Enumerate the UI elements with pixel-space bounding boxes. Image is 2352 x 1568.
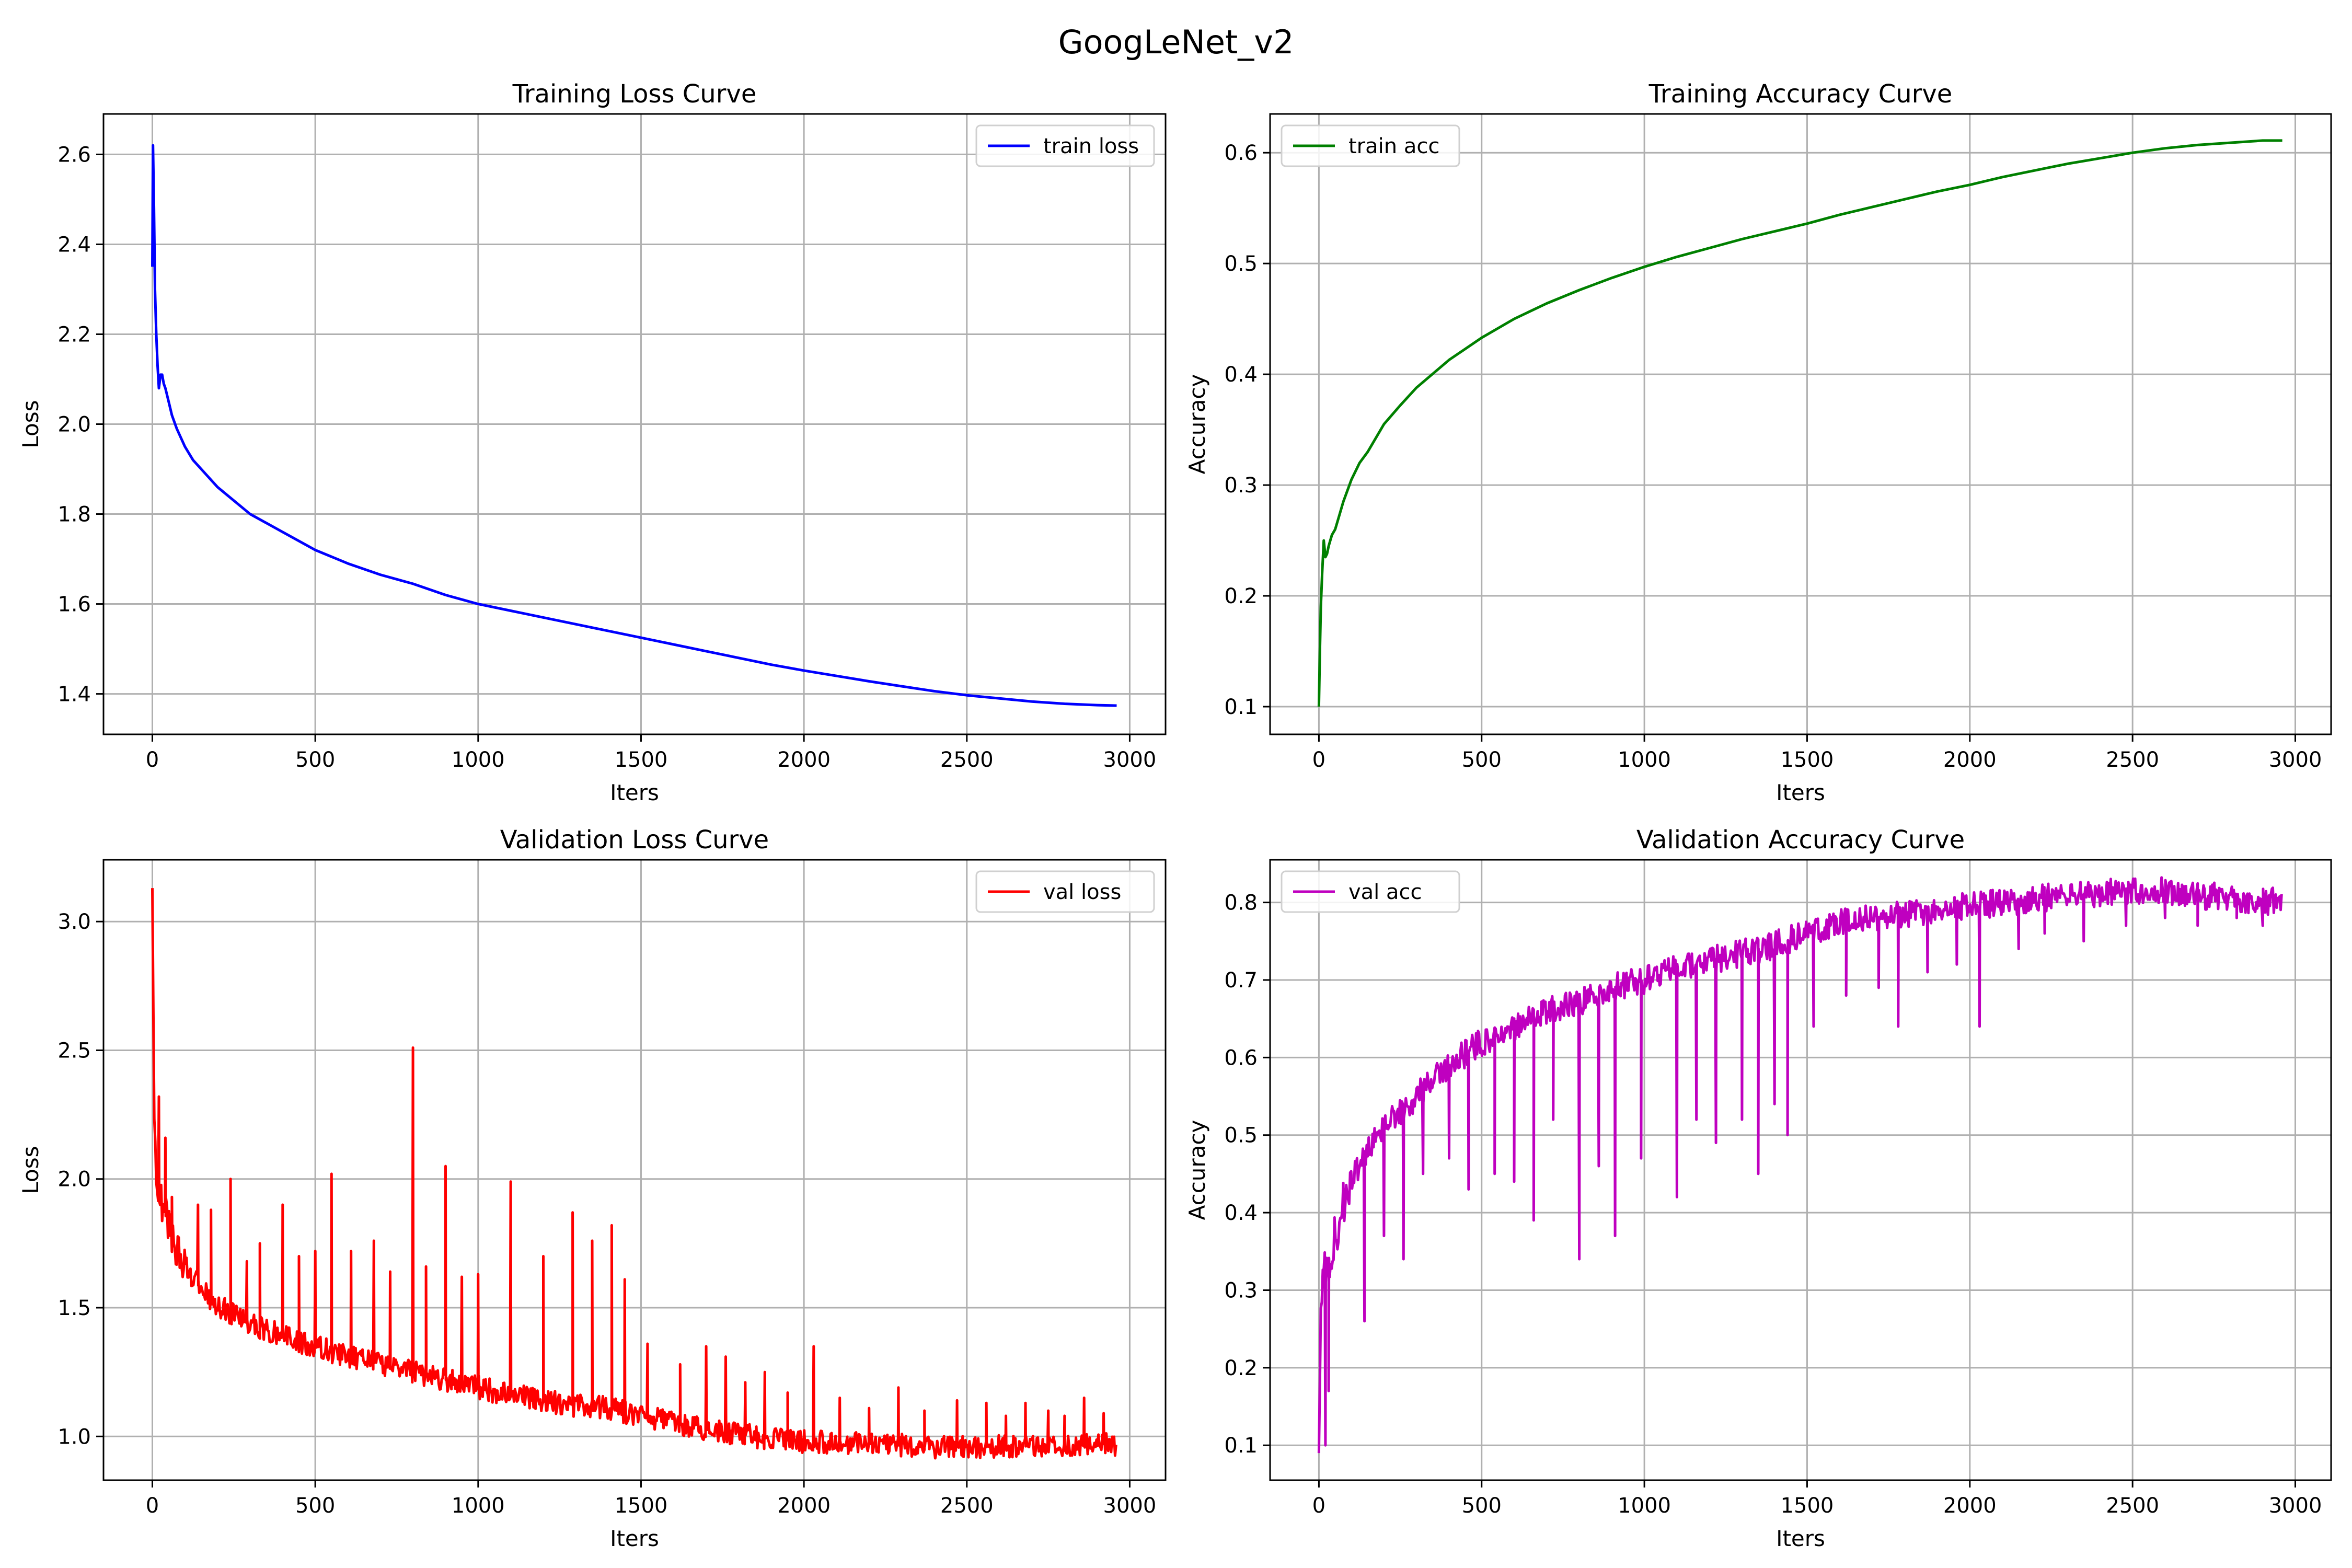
- y-tick-label: 0.5: [1224, 1124, 1258, 1148]
- subplots: 0 500 1000 1500 2000 2500 3000 1.4 1.6 1.8 2.0 2.2 2…: [18, 79, 2332, 1551]
- subplot-3: 0 500 1000 1500 2000 2500 3000 1.0 1.5 2.0 2.5 3.0 V…: [18, 825, 1167, 1551]
- x-axis-label: Iters: [610, 1526, 659, 1551]
- y-tick-label: 1.4: [57, 683, 91, 707]
- subplot-2: 0 500 1000 1500 2000 2500 3000 0.1 0.2 0.3 0.4 0.5 0…: [1184, 79, 2332, 805]
- legend-box: [975, 870, 1155, 913]
- x-tick-label: 1500: [1781, 1494, 1834, 1518]
- x-axis-label: Iters: [1776, 1526, 1825, 1551]
- x-tick-label: 2500: [940, 748, 994, 772]
- x-tick-label: 1000: [1618, 1494, 1671, 1518]
- x-tick-label: 2500: [940, 1494, 994, 1518]
- x-tick-label: 1000: [1618, 748, 1671, 772]
- x-tick-label: 2500: [2106, 748, 2159, 772]
- axes-frame: [1269, 859, 2332, 1481]
- subplot-title: Validation Accuracy Curve: [1636, 825, 1965, 855]
- legend-label: train acc: [1348, 134, 1439, 158]
- y-tick-label: 0.1: [1224, 695, 1258, 719]
- y-tick-label: 2.0: [57, 413, 91, 437]
- y-tick-label: 0.7: [1224, 969, 1258, 993]
- y-axis-label: Loss: [18, 1146, 43, 1194]
- x-tick-label: 0: [146, 748, 159, 772]
- y-tick-label: 1.6: [57, 593, 91, 617]
- legend-box: [1281, 124, 1460, 167]
- x-tick-label: 3000: [2269, 748, 2322, 772]
- subplot-4: 0 500 1000 1500 2000 2500 3000 0.1 0.2 0.3 0.4 0.5 0…: [1184, 825, 2332, 1551]
- legend: train acc: [1281, 124, 1460, 167]
- y-tick-label: 0.6: [1224, 1046, 1258, 1070]
- y-tick-label: 2.6: [57, 143, 91, 167]
- y-tick-label: 0.4: [1224, 363, 1258, 387]
- y-tick-label: 2.4: [57, 233, 91, 257]
- legend-box: [1281, 870, 1460, 913]
- y-tick-label: 2.0: [57, 1168, 91, 1192]
- x-tick-label: 500: [295, 748, 335, 772]
- y-axis-label: Loss: [18, 400, 43, 448]
- x-tick-label: 500: [1462, 748, 1502, 772]
- subplot-title: Training Loss Curve: [512, 79, 757, 109]
- series-line-train-acc: [1317, 139, 2282, 707]
- x-tick-label: 3000: [2269, 1494, 2322, 1518]
- figure-suptitle: GoogLeNet_v2: [1058, 23, 1294, 61]
- legend: val acc: [1281, 870, 1460, 913]
- y-tick-label: 2.5: [57, 1039, 91, 1063]
- x-tick-label: 1500: [615, 748, 668, 772]
- y-tick-label: 0.4: [1224, 1201, 1258, 1225]
- legend-label: val acc: [1348, 880, 1422, 904]
- y-axis-label: Accuracy: [1184, 1120, 1210, 1220]
- x-tick-label: 2000: [1943, 1494, 1997, 1518]
- y-tick-label: 0.2: [1224, 1356, 1258, 1380]
- y-tick-label: 3.0: [57, 910, 91, 934]
- x-tick-label: 2000: [777, 1494, 831, 1518]
- x-tick-label: 0: [1312, 748, 1325, 772]
- subplot-1: 0 500 1000 1500 2000 2500 3000 1.4 1.6 1.8 2.0 2.2 2…: [18, 79, 1167, 805]
- x-axis-label: Iters: [1776, 780, 1825, 805]
- x-tick-label: 1000: [452, 748, 505, 772]
- x-tick-label: 1500: [1781, 748, 1834, 772]
- x-tick-label: 500: [295, 1494, 335, 1518]
- x-tick-label: 1500: [615, 1494, 668, 1518]
- legend-label: train loss: [1043, 134, 1139, 158]
- x-tick-label: 2500: [2106, 1494, 2159, 1518]
- series-line-train-loss: [151, 144, 1117, 707]
- y-tick-label: 2.2: [57, 322, 91, 347]
- x-tick-label: 0: [146, 1494, 159, 1518]
- legend-box: [975, 124, 1155, 167]
- y-tick-label: 0.3: [1224, 1278, 1258, 1302]
- series-line-val-acc: [1317, 876, 2283, 1454]
- x-tick-label: 2000: [1943, 748, 1997, 772]
- axes-frame: [1269, 113, 2332, 735]
- series-line-val-loss: [151, 888, 1117, 1460]
- legend: val loss: [975, 870, 1155, 913]
- x-tick-label: 1000: [452, 1494, 505, 1518]
- axes-frame: [102, 859, 1167, 1481]
- y-tick-label: 1.5: [57, 1296, 91, 1320]
- y-tick-label: 0.8: [1224, 891, 1258, 915]
- y-tick-label: 1.8: [57, 503, 91, 527]
- legend-label: val loss: [1043, 880, 1121, 904]
- x-tick-label: 0: [1312, 1494, 1325, 1518]
- y-tick-label: 0.6: [1224, 141, 1258, 165]
- subplot-title: Training Accuracy Curve: [1648, 79, 1953, 109]
- y-tick-label: 0.1: [1224, 1434, 1258, 1458]
- y-tick-label: 0.5: [1224, 252, 1258, 276]
- y-tick-label: 0.3: [1224, 474, 1258, 498]
- x-tick-label: 500: [1462, 1494, 1502, 1518]
- x-tick-label: 3000: [1103, 748, 1157, 772]
- subplot-title: Validation Loss Curve: [500, 825, 769, 855]
- x-tick-label: 3000: [1103, 1494, 1157, 1518]
- y-tick-label: 0.2: [1224, 584, 1258, 608]
- y-tick-label: 1.0: [57, 1425, 91, 1449]
- x-tick-label: 2000: [777, 748, 831, 772]
- legend: train loss: [975, 124, 1155, 167]
- y-axis-label: Accuracy: [1184, 374, 1210, 475]
- x-axis-label: Iters: [610, 780, 659, 805]
